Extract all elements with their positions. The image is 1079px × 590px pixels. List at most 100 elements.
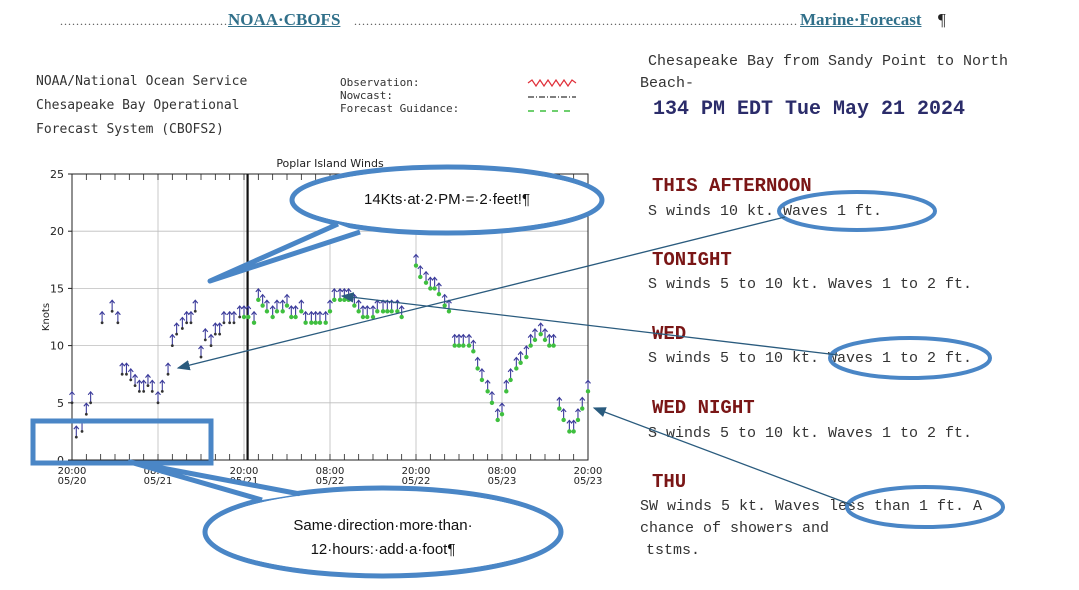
nowcast-arrow-head	[355, 299, 362, 304]
nowcast-arrow-head	[288, 305, 295, 310]
nowcast-point	[293, 314, 298, 320]
nowcast-point	[251, 320, 257, 325]
guidance-arrow-head	[417, 265, 424, 270]
nowcast-point	[317, 320, 323, 325]
y-tick-label: 20	[50, 225, 64, 238]
guidance-point	[514, 366, 519, 371]
guidance-arrow-head	[427, 276, 434, 281]
chart-title: Poplar Island Winds	[276, 157, 384, 170]
arrow-thu	[592, 407, 853, 506]
nowcast-point	[352, 303, 357, 308]
nowcast-point	[264, 309, 270, 314]
nowcast-arrow-head	[292, 305, 299, 310]
nowcast-point	[241, 314, 247, 320]
nowcast-point	[399, 314, 404, 320]
nowcast-point	[280, 309, 285, 314]
guidance-point	[508, 377, 513, 383]
plot-frame	[71, 173, 589, 461]
nowcast-arrow-head	[245, 305, 252, 310]
y-tick-label: 25	[50, 168, 64, 181]
source-block: NOAA/National Ocean Service Chesapeake B…	[36, 70, 247, 142]
observation-point	[232, 321, 236, 325]
observation-arrow-head	[226, 310, 233, 316]
x-tick-label-date: 05/22	[402, 476, 431, 487]
x-tick-label-date: 05/22	[316, 476, 345, 487]
nowcast-point	[370, 314, 376, 320]
nowcast-point	[365, 314, 370, 320]
nowcast-point	[356, 309, 361, 314]
nowcast-arrow-head	[274, 299, 280, 304]
period-tonight-name: TONIGHT	[652, 249, 732, 271]
callout-top	[207, 164, 605, 284]
guidance-arrow-head	[507, 368, 514, 373]
observation-point	[146, 384, 150, 388]
nowcast-arrow-head	[364, 305, 371, 310]
legend-observation-swatch	[527, 78, 577, 88]
guidance-arrow-head	[441, 293, 448, 298]
nowcast-point	[327, 309, 333, 314]
observation-arrow-head	[183, 310, 190, 316]
guidance-point	[567, 429, 572, 434]
period-thu-text-2: chance of showers and	[640, 520, 830, 537]
guidance-point	[432, 286, 437, 291]
guidance-arrow-head	[431, 276, 438, 281]
guidance-arrow-head	[566, 419, 573, 424]
nowcast-arrow-head	[322, 310, 329, 316]
guidance-arrow-head	[585, 379, 591, 384]
guidance-arrow-head	[456, 333, 462, 338]
header-pilcrow: ¶	[938, 10, 946, 29]
guidance-point	[561, 417, 566, 423]
header-leader-middle: ........................................…	[354, 14, 798, 28]
observation-arrow-head	[73, 425, 80, 430]
guidance-point	[538, 331, 543, 337]
nowcast-arrow-head	[284, 293, 290, 298]
nowcast-arrow-head	[331, 287, 338, 293]
observation-point	[156, 401, 160, 405]
nowcast-arrow-head	[259, 293, 266, 298]
observation-arrow-head	[192, 299, 199, 304]
guidance-point	[489, 400, 495, 405]
y-tick-label: 5	[57, 397, 64, 410]
guidance-arrow-head	[489, 390, 495, 396]
period-tonight-text: S winds 5 to 10 kt. Waves 1 to 2 ft.	[648, 276, 973, 293]
guidance-arrow-head	[560, 408, 567, 413]
nowcast-arrow-head	[302, 310, 309, 316]
observation-point	[180, 327, 184, 330]
time-range-highlight-box	[30, 418, 214, 466]
guidance-point	[528, 343, 533, 348]
nowcast-point	[309, 320, 314, 325]
callout-bottom-line-2: 12·hours:·add·a·foot¶	[310, 541, 456, 558]
guidance-arrow-head	[532, 328, 538, 333]
observation-arrow-head	[221, 310, 227, 316]
guidance-arrow-head	[523, 345, 530, 350]
guidance-point	[532, 337, 538, 343]
observation-point	[110, 309, 114, 313]
observation-arrow-head	[114, 310, 121, 316]
observation-arrow-head	[159, 379, 166, 384]
observation-arrow-head	[136, 379, 143, 384]
guidance-arrow-head	[503, 379, 510, 384]
guidance-point	[475, 366, 480, 371]
y-tick-label: 10	[50, 340, 64, 353]
nowcast-arrow-head	[308, 310, 315, 316]
observation-arrow-head	[109, 299, 116, 304]
observation-point	[193, 309, 197, 313]
waves-1to2ft-highlight	[828, 336, 992, 380]
nowcast-point	[323, 320, 328, 325]
arrow-wed	[340, 292, 839, 356]
period-wed-night-text: S winds 5 to 10 kt. Waves 1 to 2 ft.	[648, 425, 973, 442]
guidance-arrow-head	[499, 402, 505, 407]
nowcast-arrow-head	[384, 299, 391, 304]
nowcast-arrow-head	[264, 299, 270, 304]
guidance-arrow-head	[570, 419, 577, 424]
x-tick-label-time: 20:00	[574, 466, 603, 477]
observation-point	[189, 321, 193, 325]
observation-arrow-head	[123, 362, 130, 367]
x-tick-label-time: 20:00	[402, 466, 431, 477]
guidance-point	[585, 389, 591, 394]
period-thu-text-3: tstms.	[646, 542, 701, 559]
observation-point	[166, 372, 170, 376]
period-this-afternoon-name: THIS AFTERNOON	[652, 175, 812, 197]
nowcast-arrow-head	[345, 287, 352, 293]
